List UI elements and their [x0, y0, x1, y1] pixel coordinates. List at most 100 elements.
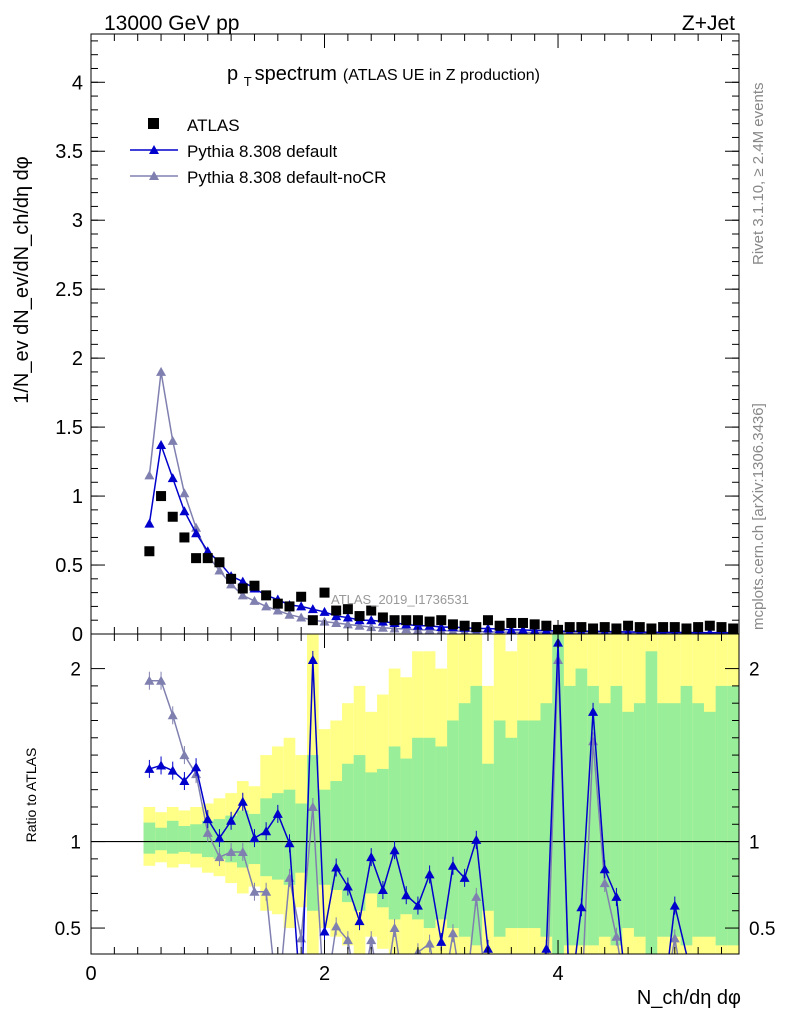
uncertainty-band-inner: [458, 703, 471, 937]
series-point: [706, 627, 714, 634]
data-point: [704, 620, 715, 631]
data-point: [237, 583, 248, 594]
y-tick-label: 1.5: [55, 417, 83, 439]
uncertainty-band-inner: [307, 755, 319, 911]
legend-marker: [148, 118, 159, 129]
series-point: [331, 611, 342, 621]
ratio-point: [331, 921, 342, 931]
series-point: [179, 506, 190, 516]
y-tick-label: 0.5: [55, 555, 83, 577]
ratio-point: [342, 935, 353, 945]
data-point: [541, 620, 552, 631]
ratio-point: [284, 838, 295, 848]
data-point: [494, 620, 505, 631]
uncertainty-band-inner: [236, 810, 249, 868]
uncertainty-band-inner: [598, 703, 611, 937]
ratio-point: [471, 834, 482, 844]
data-point: [319, 587, 330, 598]
series-point: [237, 590, 248, 600]
ratio-point: [179, 776, 190, 786]
uncertainty-band-inner: [166, 820, 179, 854]
series-point: [366, 622, 377, 632]
mcplots-credit: mcplots.cern.ch [arXiv:1306.3436]: [750, 403, 767, 630]
data-point: [518, 617, 528, 628]
data-point: [377, 612, 388, 623]
uncertainty-band-inner: [190, 824, 202, 854]
ratio-point: [389, 923, 400, 933]
uncertainty-band-inner: [552, 634, 564, 954]
data-point: [401, 615, 412, 626]
data-point: [179, 532, 190, 543]
ratio-point: [459, 872, 470, 882]
uncertainty-band-inner: [447, 720, 459, 929]
legend-marker: [149, 171, 159, 180]
data-point: [564, 622, 575, 633]
series-point: [261, 601, 272, 611]
uncertainty-band-inner: [587, 685, 599, 946]
ratio-point: [377, 885, 388, 894]
data-point: [261, 590, 272, 601]
ratio-point: [447, 860, 458, 870]
legend-marker: [149, 145, 159, 154]
data-point: [611, 623, 622, 634]
data-point: [658, 622, 669, 633]
series-point: [296, 612, 307, 622]
series-point: [237, 576, 248, 586]
series-point: [319, 606, 330, 616]
ratio-point: [249, 886, 260, 896]
series-point: [272, 605, 283, 615]
x-tick-label: 0: [85, 963, 96, 985]
ratio-point: [436, 936, 447, 946]
series-point: [412, 620, 423, 630]
series-point: [226, 579, 237, 589]
data-point: [471, 622, 482, 633]
uncertainty-band-inner: [295, 803, 307, 873]
uncertainty-band-inner: [377, 768, 389, 908]
ratio-point: [319, 926, 330, 936]
data-point: [191, 553, 202, 564]
ratio-point: [599, 864, 610, 874]
uncertainty-band-inner: [155, 827, 167, 851]
main-chart: 0 0.5 1 1.5 2 2.5 3 3.5 4 ATLAS_2019_I1736531 p …: [11, 33, 740, 646]
ratio-point: [389, 845, 400, 855]
ratio-point: [156, 675, 167, 685]
energy-label: 13000 GeV pp: [104, 12, 239, 35]
ratio-point: [226, 846, 237, 856]
uncertainty-band-inner: [610, 685, 623, 946]
y-tick-label: 3.5: [55, 141, 83, 163]
data-point: [249, 580, 260, 591]
data-point: [623, 620, 634, 631]
legend-label: Pythia 8.308 default-noCR: [187, 168, 386, 187]
series-point: [342, 612, 353, 622]
data-point: [342, 604, 353, 615]
ratio-point: [261, 886, 272, 896]
data-point: [144, 546, 155, 557]
ratio-point: [401, 890, 412, 900]
data-point: [634, 622, 645, 633]
ratio-point: [331, 862, 342, 872]
ratio-y-tick-label: 2: [70, 660, 81, 681]
ratio-point: [447, 928, 458, 938]
uncertainty-band-inner: [435, 746, 448, 920]
ratio-point: [144, 675, 155, 685]
series-point: [331, 617, 342, 627]
uncertainty-band-inner: [517, 720, 529, 929]
series-point: [342, 619, 353, 629]
ratio-point: [599, 878, 610, 888]
ratio-point: [424, 869, 435, 879]
series-point: [401, 624, 412, 634]
ratio-y-tick-label: 1: [749, 833, 760, 854]
legend-label: ATLAS: [187, 116, 240, 135]
y-tick-label: 2: [72, 348, 83, 370]
ratio-point: [191, 762, 202, 772]
series-point: [214, 565, 225, 575]
uncertainty-band-inner: [493, 720, 506, 937]
rivet-version: Rivet 3.1.10, ≥ 2.4M events: [750, 83, 767, 266]
uncertainty-band-inner: [528, 720, 541, 929]
uncertainty-band-inner: [540, 703, 553, 937]
series-point: [296, 601, 307, 611]
uncertainty-band-inner: [668, 703, 681, 937]
uncertainty-band-inner: [575, 668, 588, 946]
ratio-point: [167, 765, 178, 775]
uncertainty-band-inner: [703, 711, 716, 937]
